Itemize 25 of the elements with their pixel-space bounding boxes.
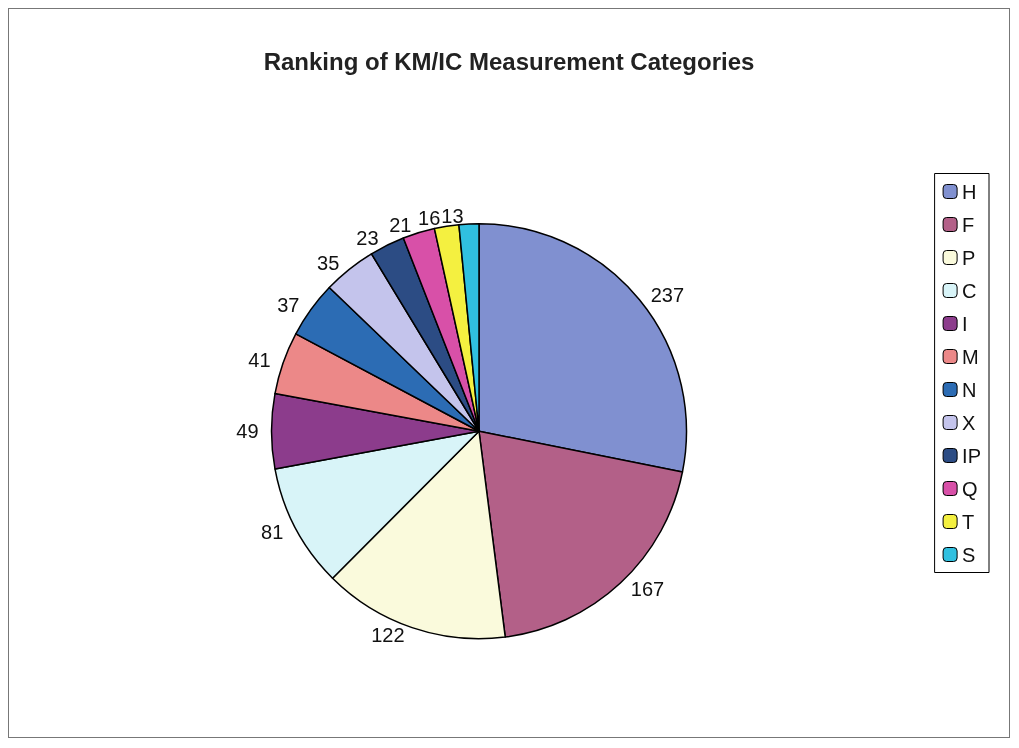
legend-label: F	[962, 213, 975, 236]
data-label: 37	[277, 293, 300, 316]
legend-label: C	[962, 279, 977, 302]
legend-label: Q	[962, 477, 978, 500]
legend-label: T	[962, 510, 975, 533]
legend-label: I	[962, 312, 968, 335]
data-label: 23	[356, 227, 379, 250]
data-label: 237	[650, 283, 685, 306]
legend-label: IP	[962, 444, 982, 467]
legend-label: P	[962, 246, 976, 269]
legend-label: N	[962, 378, 977, 401]
data-label: 122	[371, 624, 405, 647]
data-label: 81	[261, 520, 284, 543]
legend-label: X	[962, 411, 976, 434]
data-label: 49	[236, 420, 259, 443]
chart-title: Ranking of KM/IC Measurement Categories	[263, 47, 755, 75]
data-label: 41	[248, 349, 271, 372]
legend-label: M	[962, 345, 979, 368]
data-label: 21	[389, 214, 412, 237]
legend-label: H	[962, 180, 977, 203]
data-label: 167	[630, 577, 665, 600]
data-label: 13	[441, 205, 464, 228]
data-label: 35	[317, 252, 340, 275]
legend-label: S	[962, 543, 976, 566]
data-label: 16	[418, 207, 441, 230]
